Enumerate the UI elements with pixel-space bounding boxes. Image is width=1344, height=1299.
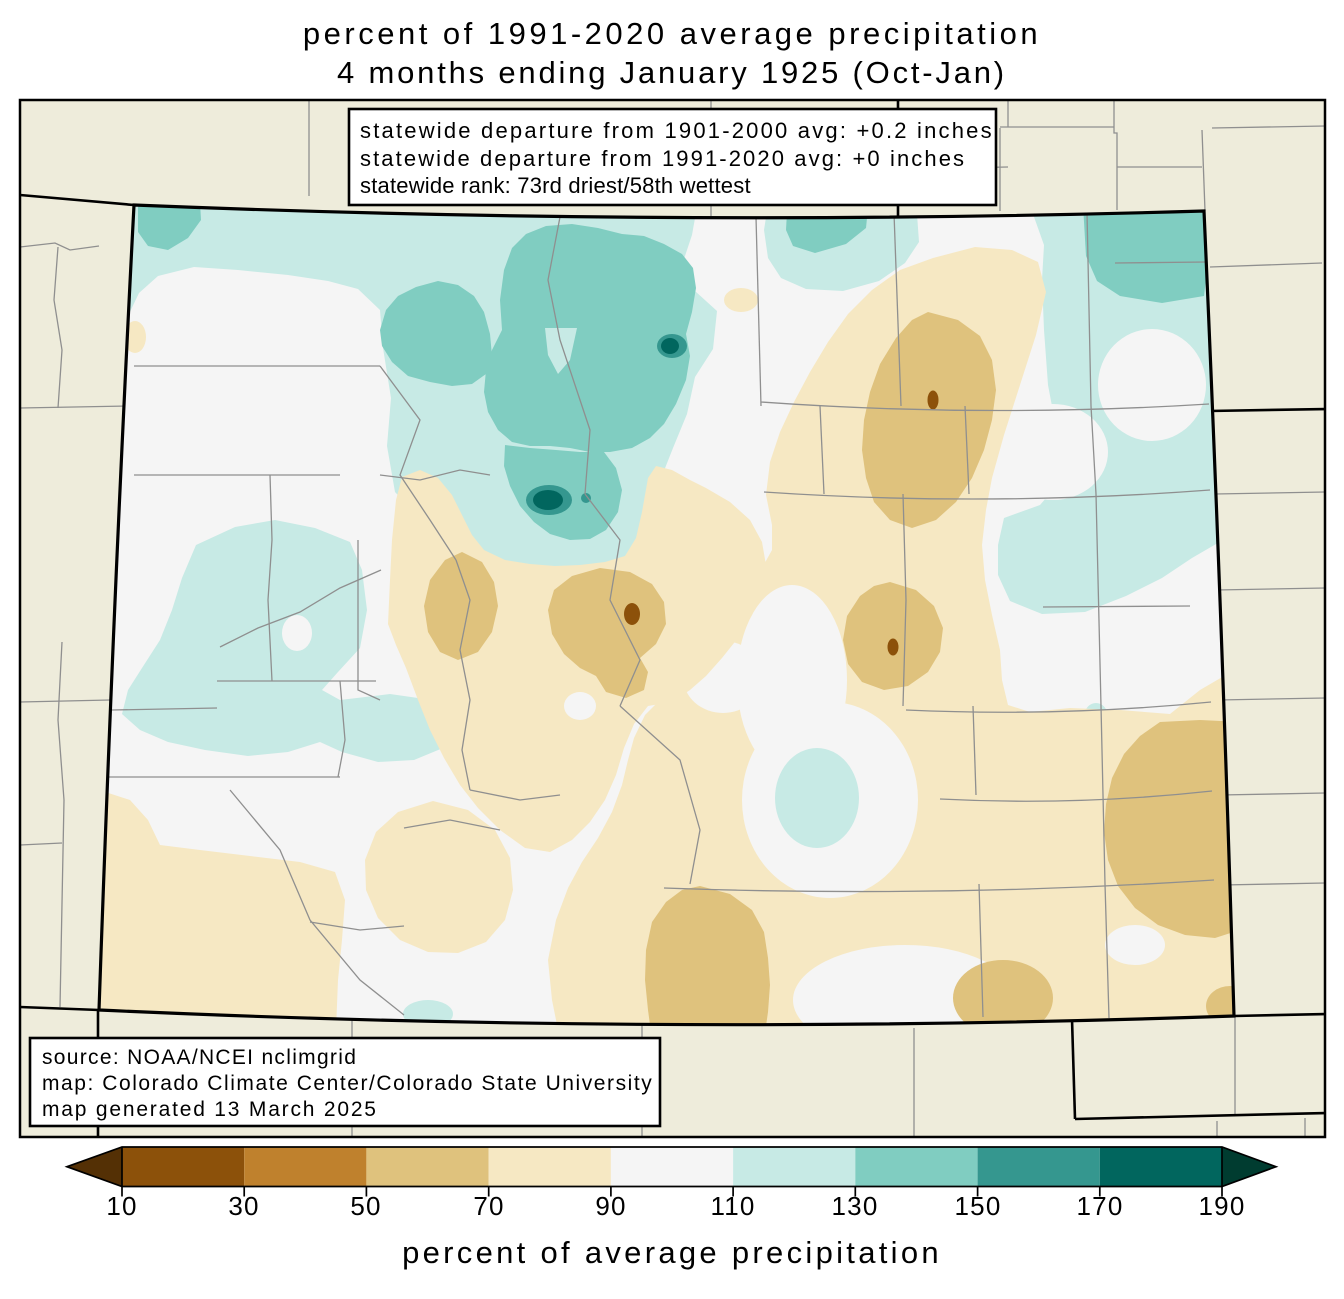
- svg-text:50: 50: [350, 1191, 381, 1221]
- svg-text:statewide rank: 73rd driest/58: statewide rank: 73rd driest/58th wettest: [360, 173, 751, 198]
- svg-text:90: 90: [595, 1191, 626, 1221]
- svg-text:110: 110: [710, 1191, 755, 1221]
- svg-text:map generated 13 March 2025: map generated 13 March 2025: [42, 1098, 378, 1121]
- svg-text:percent of 1991-2020 average p: percent of 1991-2020 average precipitati…: [303, 16, 1041, 51]
- svg-text:10: 10: [106, 1191, 137, 1221]
- svg-text:source: NOAA/NCEI nclimgrid: source: NOAA/NCEI nclimgrid: [42, 1046, 357, 1069]
- svg-text:30: 30: [228, 1191, 259, 1221]
- svg-text:4 months ending January 1925 (: 4 months ending January 1925 (Oct-Jan): [337, 55, 1007, 90]
- svg-text:statewide departure from 1901-: statewide departure from 1901-2000 avg: …: [360, 118, 994, 143]
- svg-text:170: 170: [1077, 1191, 1124, 1221]
- svg-text:map: Colorado Climate Center/C: map: Colorado Climate Center/Colorado St…: [42, 1072, 653, 1095]
- svg-text:statewide departure from 1991-: statewide departure from 1991-2020 avg: …: [360, 146, 966, 171]
- svg-text:190: 190: [1199, 1191, 1246, 1221]
- svg-text:percent of average precipitati: percent of average precipitation: [402, 1235, 942, 1270]
- svg-text:70: 70: [473, 1191, 504, 1221]
- svg-text:150: 150: [955, 1191, 1002, 1221]
- svg-text:130: 130: [832, 1191, 879, 1221]
